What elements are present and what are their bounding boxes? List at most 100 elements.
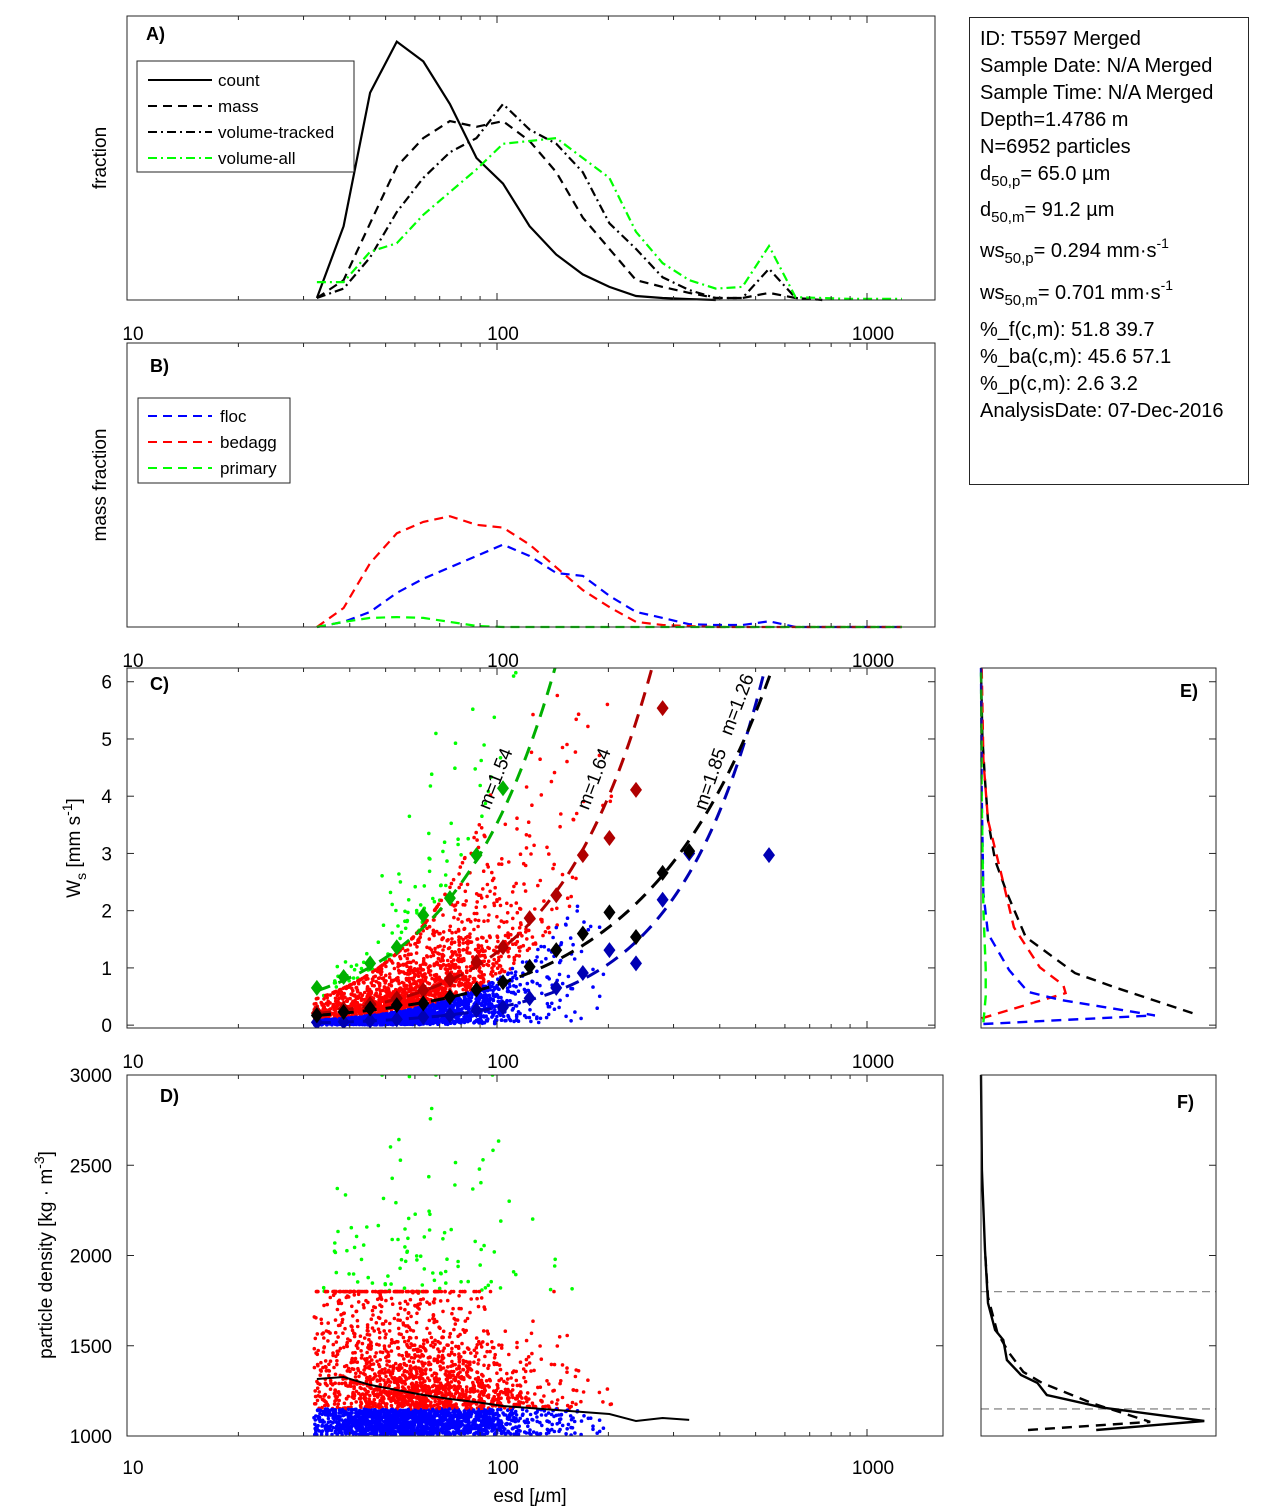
scatter-point-primary xyxy=(442,840,447,844)
scatter-point-bedagg xyxy=(441,1309,445,1314)
scatter-point-bedagg xyxy=(318,1382,322,1387)
bin-mean-diamond-all xyxy=(337,1003,350,1020)
scatter-point-bedagg xyxy=(495,914,499,919)
scatter-point-bedagg xyxy=(382,1346,387,1351)
scatter-point-bedagg xyxy=(406,972,411,976)
scatter-point-bedagg xyxy=(453,950,458,954)
scatter-point-primary xyxy=(415,1258,419,1262)
bin-mean-diamond-bedagg xyxy=(443,971,456,988)
y-tick-label: 2 xyxy=(101,902,112,923)
scatter-point-primary xyxy=(418,1254,423,1258)
scatter-point-bedagg xyxy=(449,964,454,968)
x-tick-label: 1000 xyxy=(852,1052,894,1073)
bin-mean-diamond-floc xyxy=(496,999,509,1016)
scatter-point-bedagg xyxy=(521,943,526,948)
scatter-point-bedagg xyxy=(452,940,457,945)
scatter-point-bedagg xyxy=(333,996,338,1001)
scatter-point-primary xyxy=(390,931,395,935)
scatter-point-bedagg xyxy=(406,977,410,982)
scatter-point-bedagg xyxy=(601,1400,605,1404)
scatter-point-bedagg xyxy=(533,907,537,911)
scatter-point-bedagg xyxy=(401,1335,406,1340)
scatter-point-bedagg xyxy=(349,1401,354,1406)
scatter-point-bedagg xyxy=(461,941,466,945)
scatter-point-bedagg xyxy=(453,962,458,967)
series-line-bedagg xyxy=(316,515,902,629)
scatter-point-bedagg xyxy=(385,1359,389,1363)
scatter-point-bedagg xyxy=(458,953,462,958)
scatter-point-bedagg xyxy=(482,919,486,923)
scatter-point-bedagg xyxy=(453,908,458,912)
scatter-point-bedagg xyxy=(406,968,411,973)
bin-mean-diamond-primary xyxy=(496,780,509,797)
scatter-point-bedagg xyxy=(457,965,462,970)
scatter-point-bedagg xyxy=(507,1400,511,1404)
scatter-point-bedagg xyxy=(541,933,545,938)
scatter-point-bedagg xyxy=(465,882,470,887)
scatter-point-primary xyxy=(380,874,384,878)
scatter-point-bedagg xyxy=(360,1341,365,1346)
scatter-point-primary xyxy=(359,966,364,971)
scatter-point-bedagg xyxy=(479,1345,484,1349)
scatter-point-floc xyxy=(539,960,544,964)
scatter-point-bedagg xyxy=(412,975,417,979)
scatter-point-bedagg xyxy=(409,968,413,973)
scatter-point-bedagg xyxy=(490,870,494,875)
scatter-point-bedagg xyxy=(475,838,479,842)
scatter-point-floc xyxy=(410,1009,415,1014)
scatter-point-bedagg xyxy=(437,902,441,906)
scatter-point-bedagg xyxy=(359,1012,363,1017)
scatter-point-floc xyxy=(491,997,495,1001)
scatter-point-bedagg xyxy=(441,930,446,934)
bin-mean-diamond-all xyxy=(550,942,563,959)
scatter-point-bedagg xyxy=(438,1341,442,1345)
scatter-point-primary xyxy=(489,775,494,779)
x-tick-label: 100 xyxy=(487,1052,519,1073)
scatter-point-floc xyxy=(536,947,540,952)
scatter-point-bedagg xyxy=(454,990,458,994)
scatter-point-bedagg xyxy=(429,1335,434,1340)
scatter-point-bedagg xyxy=(403,949,408,953)
legend-label: primary xyxy=(220,459,277,478)
scatter-point-bedagg xyxy=(409,1314,413,1319)
x-tick-label: 1000 xyxy=(852,324,894,345)
scatter-point-bedagg xyxy=(418,963,423,968)
scatter-point-bedagg xyxy=(412,1356,417,1360)
scatter-point-bedagg xyxy=(461,987,466,992)
scatter-point-bedagg xyxy=(486,918,490,923)
scatter-point-bedagg xyxy=(492,892,497,896)
scatter-point-bedagg xyxy=(476,918,481,923)
scatter-point-bedagg xyxy=(552,770,557,775)
ylabel-part: W xyxy=(64,880,85,898)
scatter-point-bedagg xyxy=(464,965,469,969)
scatter-point-floc xyxy=(525,981,530,986)
scatter-point-bedagg xyxy=(432,1320,436,1325)
panel-label: A) xyxy=(146,24,165,44)
scatter-point-primary xyxy=(427,1209,431,1213)
scatter-point-bedagg xyxy=(570,1400,575,1405)
scatter-point-bedagg xyxy=(447,1335,452,1339)
scatter-point-floc xyxy=(526,1420,531,1425)
scatter-point-bedagg xyxy=(421,975,425,979)
scatter-point-bedagg xyxy=(316,996,320,1001)
scatter-point-bedagg xyxy=(370,1326,375,1330)
scatter-point-primary xyxy=(333,980,338,985)
scatter-point-bedagg xyxy=(436,951,440,955)
scatter-point-primary xyxy=(397,1137,401,1142)
bin-mean-diamond-all xyxy=(470,981,483,998)
scatter-point-bedagg xyxy=(565,1403,570,1408)
scatter-point-bedagg xyxy=(536,883,540,888)
scatter-point-floc xyxy=(340,1418,344,1422)
scatter-point-bedagg xyxy=(526,820,531,824)
scatter-point-bedagg xyxy=(492,948,496,953)
scatter-point-floc xyxy=(579,1016,583,1021)
scatter-point-bedagg xyxy=(354,1400,359,1404)
scatter-point-bedagg xyxy=(450,1311,454,1316)
scatter-point-primary xyxy=(491,1148,495,1153)
scatter-point-bedagg xyxy=(482,833,487,838)
axes-frame-B xyxy=(126,342,936,628)
scatter-point-bedagg xyxy=(403,999,407,1004)
scatter-point-primary xyxy=(480,814,484,818)
scatter-point-bedagg xyxy=(497,970,502,975)
scatter-point-bedagg xyxy=(458,1392,462,1396)
